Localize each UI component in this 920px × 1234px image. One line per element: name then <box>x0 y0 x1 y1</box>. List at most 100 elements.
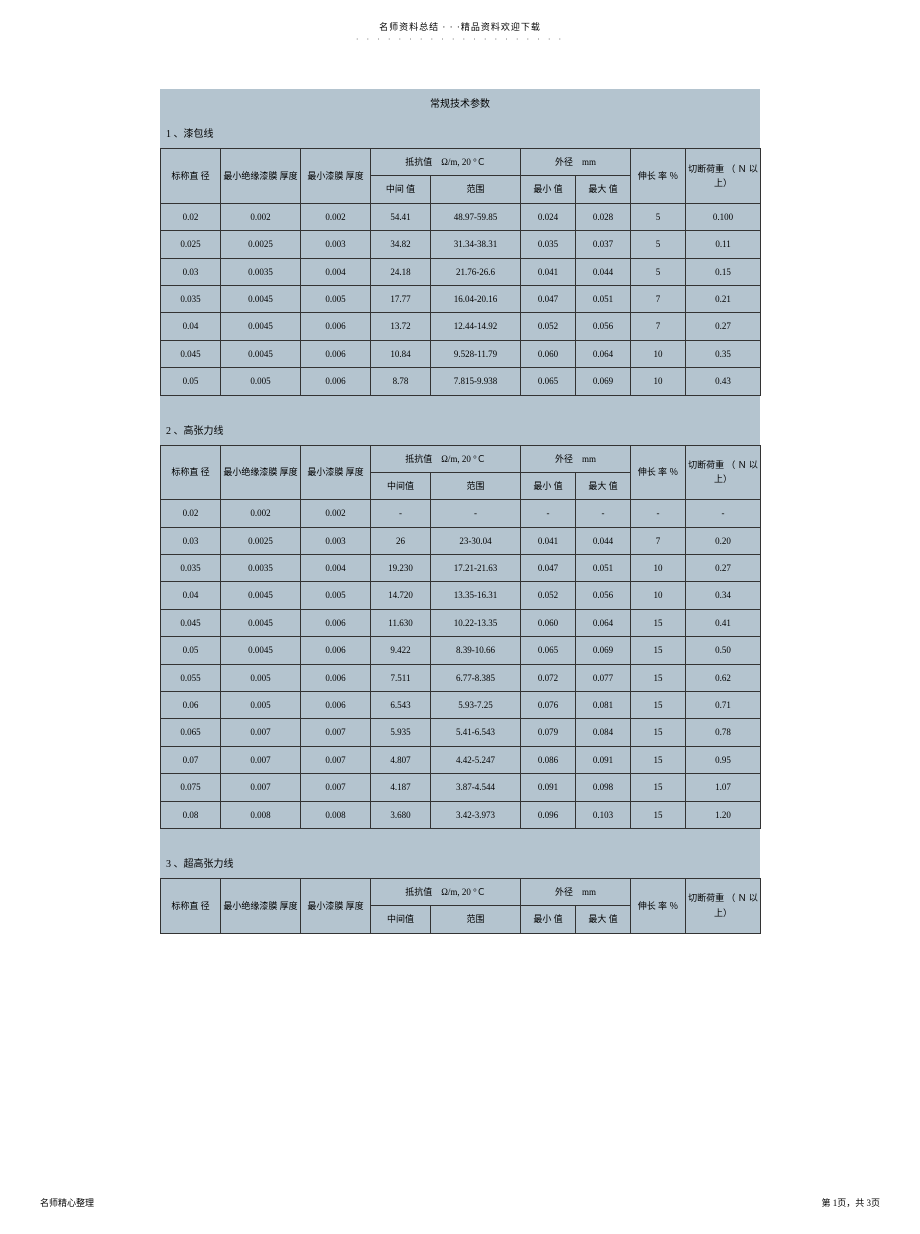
table-cell: 0.02 <box>161 203 221 230</box>
th-elongation: 伸长 率 ％ <box>631 149 686 204</box>
table-row: 0.0750.0070.0074.1873.87-4.5440.0910.098… <box>161 774 761 801</box>
table-cell: 4.807 <box>371 746 431 773</box>
table-cell: 0.052 <box>521 582 576 609</box>
th-nominal-diameter: 标称直 径 <box>161 445 221 500</box>
table-cell: - <box>431 500 521 527</box>
table-cell: 0.051 <box>576 285 631 312</box>
table-cell: 0.084 <box>576 719 631 746</box>
table-cell: 0.103 <box>576 801 631 828</box>
th-mid-value: 中间值 <box>371 906 431 933</box>
table-row: 0.030.00250.0032623-30.040.0410.04470.20 <box>161 527 761 554</box>
th-min-insulation: 最小绝缘漆膜 厚度 <box>221 445 301 500</box>
table-cell: 0.035 <box>161 285 221 312</box>
table-cell: 0.05 <box>161 368 221 395</box>
table-cell: 0.04 <box>161 313 221 340</box>
table-cell: 3.87-4.544 <box>431 774 521 801</box>
table-cell: 10.22-13.35 <box>431 609 521 636</box>
table-cell: 0.11 <box>686 231 761 258</box>
table-row: 0.0250.00250.00334.8231.34-38.310.0350.0… <box>161 231 761 258</box>
table-cell: 0.002 <box>221 203 301 230</box>
table-cell: 0.081 <box>576 692 631 719</box>
th-cut-load: 切断荷重 （ Ｎ 以 上） <box>686 878 761 933</box>
th-min-insulation: 最小绝缘漆膜 厚度 <box>221 149 301 204</box>
table-cell: 0.21 <box>686 285 761 312</box>
table-cell: 12.44-14.92 <box>431 313 521 340</box>
main-title: 常规技术参数 <box>160 89 760 117</box>
table-cell: 0.006 <box>301 313 371 340</box>
table-cell: 13.35-16.31 <box>431 582 521 609</box>
table-cell: 0.34 <box>686 582 761 609</box>
table-cell: 15 <box>631 746 686 773</box>
table-row: 0.0350.00450.00517.7716.04-20.160.0470.0… <box>161 285 761 312</box>
table-cell: 7 <box>631 527 686 554</box>
table-row: 0.040.00450.00613.7212.44-14.920.0520.05… <box>161 313 761 340</box>
table-cell: 0.15 <box>686 258 761 285</box>
table-cell: 26 <box>371 527 431 554</box>
table-cell: 0.008 <box>301 801 371 828</box>
table-cell: 0.055 <box>161 664 221 691</box>
section-3-label: 3 、超高张力线 <box>160 847 760 878</box>
table-cell: 15 <box>631 774 686 801</box>
table-cell: 16.04-20.16 <box>431 285 521 312</box>
table-cell: 0.002 <box>301 500 371 527</box>
table-cell: 0.007 <box>221 746 301 773</box>
table-cell: 0.007 <box>221 774 301 801</box>
table-cell: 3.42-3.973 <box>431 801 521 828</box>
table-row: 0.020.0020.00254.4148.97-59.850.0240.028… <box>161 203 761 230</box>
table-cell: 0.71 <box>686 692 761 719</box>
table-cell: 0.0035 <box>221 258 301 285</box>
table-cell: 0.02 <box>161 500 221 527</box>
th-min-insulation: 最小绝缘漆膜 厚度 <box>221 878 301 933</box>
th-outer-diameter-group: 外径 mm <box>521 149 631 176</box>
table-3-head: 标称直 径 最小绝缘漆膜 厚度 最小漆膜 厚度 抵抗值 Ω/m, 20 °Ｃ 外… <box>161 878 761 933</box>
table-cell: 0.04 <box>161 582 221 609</box>
table-cell: 0.045 <box>161 340 221 367</box>
table-cell: 0.060 <box>521 340 576 367</box>
table-cell: 0.0025 <box>221 231 301 258</box>
table-row: 0.040.00450.00514.72013.35-16.310.0520.0… <box>161 582 761 609</box>
table-cell: 15 <box>631 664 686 691</box>
table-cell: 7.815-9.938 <box>431 368 521 395</box>
table-cell: 0.003 <box>301 231 371 258</box>
table-cell: 0.024 <box>521 203 576 230</box>
table-cell: 0.065 <box>521 637 576 664</box>
table-cell: 0.0045 <box>221 637 301 664</box>
th-range: 范围 <box>431 906 521 933</box>
th-cut-load: 切断荷重 （ Ｎ 以 上） <box>686 149 761 204</box>
table-row: 0.080.0080.0083.6803.42-3.9730.0960.1031… <box>161 801 761 828</box>
table-cell: 0.005 <box>221 368 301 395</box>
th-resistance-group: 抵抗值 Ω/m, 20 °Ｃ <box>371 149 521 176</box>
table-cell: 0.007 <box>301 719 371 746</box>
th-max: 最大 值 <box>576 906 631 933</box>
table-cell: 5.41-6.543 <box>431 719 521 746</box>
table-cell: 0.0035 <box>221 555 301 582</box>
table-cell: 0.005 <box>301 582 371 609</box>
th-min: 最小 值 <box>521 906 576 933</box>
table-row: 0.030.00350.00424.1821.76-26.60.0410.044… <box>161 258 761 285</box>
table-cell: 0.005 <box>221 664 301 691</box>
table-cell: 0.002 <box>221 500 301 527</box>
table-cell: 0.07 <box>161 746 221 773</box>
table-cell: - <box>371 500 431 527</box>
th-nominal-diameter: 标称直 径 <box>161 149 221 204</box>
table-cell: 0.065 <box>521 368 576 395</box>
table-cell: 0.03 <box>161 527 221 554</box>
footer-left: 名师精心整理 <box>40 1196 94 1209</box>
th-min-film: 最小漆膜 厚度 <box>301 878 371 933</box>
table-cell: 0.075 <box>161 774 221 801</box>
th-resistance-group: 抵抗值 Ω/m, 20 °Ｃ <box>371 878 521 905</box>
table-cell: 0.0025 <box>221 527 301 554</box>
table-cell: 9.528-11.79 <box>431 340 521 367</box>
table-cell: 0.002 <box>301 203 371 230</box>
table-cell: 0.069 <box>576 368 631 395</box>
table-row: 0.0550.0050.0067.5116.77-8.3850.0720.077… <box>161 664 761 691</box>
table-cell: 0.41 <box>686 609 761 636</box>
th-min: 最小 值 <box>521 472 576 499</box>
page-footer: 名师精心整理 第 1页，共 3页 <box>40 1196 880 1209</box>
table-cell: 0.065 <box>161 719 221 746</box>
table-cell: 0.0045 <box>221 313 301 340</box>
table-cell: 17.21-21.63 <box>431 555 521 582</box>
doc-dots: · · · · · · · · · · · · · · · · · · · · <box>0 35 920 44</box>
table-cell: 0.78 <box>686 719 761 746</box>
th-nominal-diameter: 标称直 径 <box>161 878 221 933</box>
